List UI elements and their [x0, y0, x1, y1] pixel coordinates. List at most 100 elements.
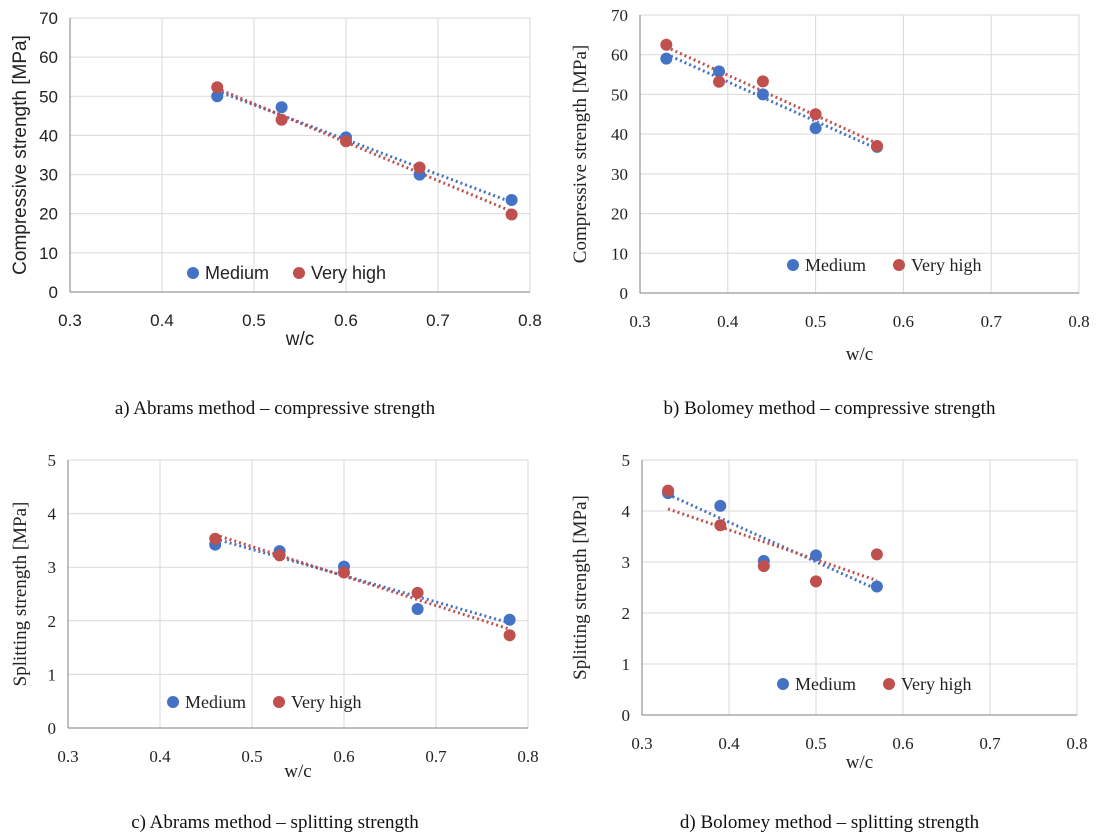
point-very-high — [809, 108, 822, 121]
trendline-very-high — [665, 45, 878, 145]
trendline-medium — [214, 537, 511, 625]
x-tick-label: 0.5 — [242, 311, 266, 330]
x-axis-label: w/c — [284, 761, 311, 782]
point-medium — [503, 613, 516, 626]
y-tick-label: 0 — [48, 719, 57, 738]
y-tick-label: 5 — [622, 451, 631, 470]
panel-c: 0 1 2 3 4 5 0.3 0.4 0.5 0.6 0.7 0.8 Medium Very high w… — [0, 445, 550, 790]
x-tick-label: 0.6 — [893, 312, 914, 331]
point-very-high — [340, 135, 352, 148]
point-very-high — [662, 484, 675, 497]
y-tick-label: 0 — [622, 706, 631, 725]
x-axis-label: w/c — [285, 329, 315, 350]
x-tick-label: 0.4 — [717, 312, 739, 331]
x-tick-label: 0.4 — [718, 734, 740, 753]
y-axis-label: Compressive strength [MPa] — [10, 35, 31, 275]
panel-d: 0 1 2 3 4 5 0.3 0.4 0.5 0.6 0.7 0.8 Medium Very high w… — [560, 445, 1099, 790]
trendline-medium — [667, 493, 878, 591]
panel-b: 0 10 20 30 40 50 60 70 0.3 0.4 0.5 0.6 0.7 0.8 Medium V… — [560, 0, 1099, 370]
y-tick-label: 30 — [39, 166, 58, 185]
point-very-high — [713, 75, 726, 88]
x-axis-label: w/c — [846, 344, 873, 365]
x-tick-label: 0.6 — [892, 734, 913, 753]
legend-label: Medium — [805, 255, 866, 275]
point-very-high — [411, 586, 424, 599]
legend-marker — [187, 267, 199, 279]
legend: Medium Very high — [167, 692, 362, 712]
x-tick-label: 0.7 — [981, 312, 1003, 331]
x-tick-label: 0.7 — [979, 734, 1001, 753]
legend-marker — [893, 259, 905, 271]
x-tick-label: 0.6 — [334, 311, 358, 330]
point-very-high — [871, 140, 884, 153]
x-tick-label: 0.8 — [1068, 312, 1089, 331]
point-very-high — [756, 75, 769, 88]
point-very-high — [757, 560, 770, 573]
point-medium — [660, 52, 673, 65]
point-very-high — [870, 548, 883, 561]
chart-svg: 0 10 20 30 40 50 60 70 0.3 0.4 0.5 0.6 0.7 0.8 Medium V… — [570, 6, 1090, 365]
point-very-high — [503, 629, 516, 642]
legend-marker — [883, 678, 895, 690]
point-very-high — [209, 532, 222, 545]
y-tick-label: 70 — [39, 9, 58, 28]
y-tick-label: 0 — [620, 284, 629, 303]
y-tick-label: 5 — [48, 451, 57, 470]
y-tick-label: 2 — [622, 604, 631, 623]
legend: Medium Very high — [777, 674, 972, 694]
point-very-high — [714, 519, 727, 532]
point-medium — [411, 603, 424, 616]
legend-label: Medium — [205, 263, 269, 283]
legend-label: Very high — [311, 263, 386, 283]
caption-d: d) Bolomey method – splitting strength — [679, 812, 980, 833]
x-tick-label: 0.3 — [57, 747, 78, 766]
y-axis-label: Splitting strength [MPa] — [570, 495, 591, 680]
y-tick-label: 10 — [39, 244, 58, 263]
x-tick-label: 0.8 — [1066, 734, 1087, 753]
x-tick-label: 0.5 — [805, 312, 826, 331]
y-tick-label: 40 — [39, 126, 58, 145]
point-medium — [505, 194, 518, 207]
y-tick-label: 10 — [611, 244, 628, 263]
point-very-high — [273, 549, 286, 562]
legend-label: Medium — [795, 674, 856, 694]
legend-label: Very high — [291, 692, 362, 712]
legend-marker — [293, 267, 305, 279]
y-axis-label: Splitting strength [MPa] — [10, 502, 31, 687]
y-tick-label: 2 — [48, 612, 57, 631]
y-tick-label: 3 — [622, 553, 631, 572]
trendline-medium — [665, 52, 878, 151]
chart-svg: 0 1 2 3 4 5 0.3 0.4 0.5 0.6 0.7 0.8 Medium Very high w… — [570, 451, 1088, 773]
x-tick-label: 0.6 — [333, 747, 354, 766]
x-tick-label: 0.7 — [425, 747, 447, 766]
y-tick-label: 50 — [39, 87, 58, 106]
x-tick-label: 0.4 — [149, 747, 171, 766]
y-axis-label: Compressive strength [MPa] — [570, 45, 591, 263]
trendline-very-high — [214, 533, 511, 631]
x-tick-label: 0.3 — [58, 311, 82, 330]
legend-label: Very high — [911, 255, 982, 275]
point-very-high — [413, 161, 426, 174]
y-tick-label: 4 — [622, 502, 631, 521]
y-tick-label: 70 — [611, 6, 628, 25]
x-tick-label: 0.8 — [518, 311, 542, 330]
point-medium — [714, 499, 727, 512]
point-very-high — [660, 38, 673, 51]
point-very-high — [810, 575, 822, 588]
y-tick-label: 40 — [611, 125, 628, 144]
y-tick-label: 60 — [611, 46, 628, 65]
point-very-high — [211, 81, 224, 94]
point-medium — [870, 580, 883, 593]
y-tick-label: 1 — [622, 655, 631, 674]
legend: Medium Very high — [187, 263, 386, 283]
x-tick-label: 0.5 — [241, 747, 262, 766]
legend-marker — [273, 696, 285, 708]
point-very-high — [275, 113, 288, 126]
caption-c: c) Abrams method – splitting strength — [131, 812, 419, 833]
point-medium — [211, 90, 224, 103]
chart-svg: 0 10 20 30 40 50 60 70 0.3 0.4 0.5 0.6 0.7 0.8 Medium V… — [10, 9, 542, 350]
x-tick-label: 0.4 — [150, 311, 174, 330]
x-tick-label: 0.3 — [631, 734, 652, 753]
plot-area — [639, 14, 1080, 294]
